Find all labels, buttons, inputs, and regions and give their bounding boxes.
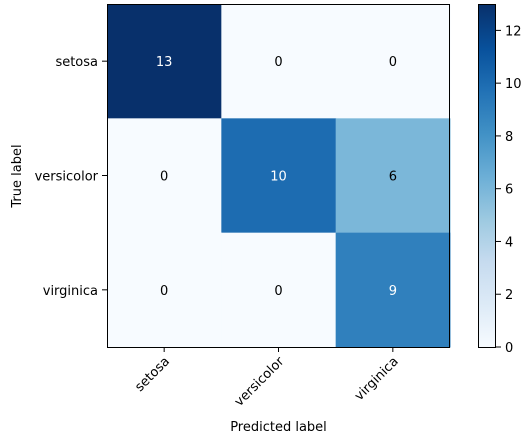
heatmap-cell xyxy=(335,118,451,234)
y-tick-label: setosa xyxy=(55,55,98,70)
x-axis-title: Predicted label xyxy=(230,420,327,435)
heatmap-cell xyxy=(221,118,337,234)
x-axis: setosa versicolor virginica xyxy=(132,347,402,410)
y-tick-label: versicolor xyxy=(35,170,99,185)
heatmap-cell-labels: 13 0 0 0 10 6 0 0 9 xyxy=(156,55,397,299)
cell-value-label: 0 xyxy=(389,55,397,70)
heatmap-cell xyxy=(221,232,337,348)
colorbar-tick-label: 12 xyxy=(505,24,522,39)
cell-value-label: 0 xyxy=(160,170,168,185)
x-tick-label: virginica xyxy=(352,354,402,404)
heatmap-cell xyxy=(335,232,451,348)
colorbar xyxy=(478,4,496,348)
colorbar-tick-label: 4 xyxy=(505,235,513,250)
y-axis: setosa versicolor virginica xyxy=(35,55,107,299)
heatmap-cell xyxy=(107,118,222,234)
cell-value-label: 10 xyxy=(270,170,287,185)
x-tick-label: setosa xyxy=(132,354,173,395)
heatmap-cell xyxy=(107,4,222,119)
cell-value-label: 0 xyxy=(274,55,282,70)
colorbar-tick-label: 2 xyxy=(505,288,513,303)
cell-value-label: 0 xyxy=(274,284,282,299)
colorbar-tick-label: 6 xyxy=(505,183,513,198)
colorbar-tick-label: 0 xyxy=(505,341,513,356)
cell-value-label: 13 xyxy=(156,55,173,70)
heatmap-cell xyxy=(335,4,451,119)
x-tick-label: versicolor xyxy=(232,354,288,410)
heatmap-cell xyxy=(221,4,337,119)
y-axis-title: True label xyxy=(10,144,25,208)
colorbar-tick-label: 8 xyxy=(505,130,513,145)
heatmap-cell xyxy=(107,232,222,348)
cell-value-label: 9 xyxy=(389,284,397,299)
cell-value-label: 6 xyxy=(389,170,397,185)
heatmap-cells xyxy=(107,4,451,348)
cell-value-label: 0 xyxy=(160,284,168,299)
colorbar-tick-label: 10 xyxy=(505,77,522,92)
y-tick-label: virginica xyxy=(43,284,98,299)
colorbar-ticks: 0 2 4 6 8 10 12 xyxy=(496,24,522,356)
